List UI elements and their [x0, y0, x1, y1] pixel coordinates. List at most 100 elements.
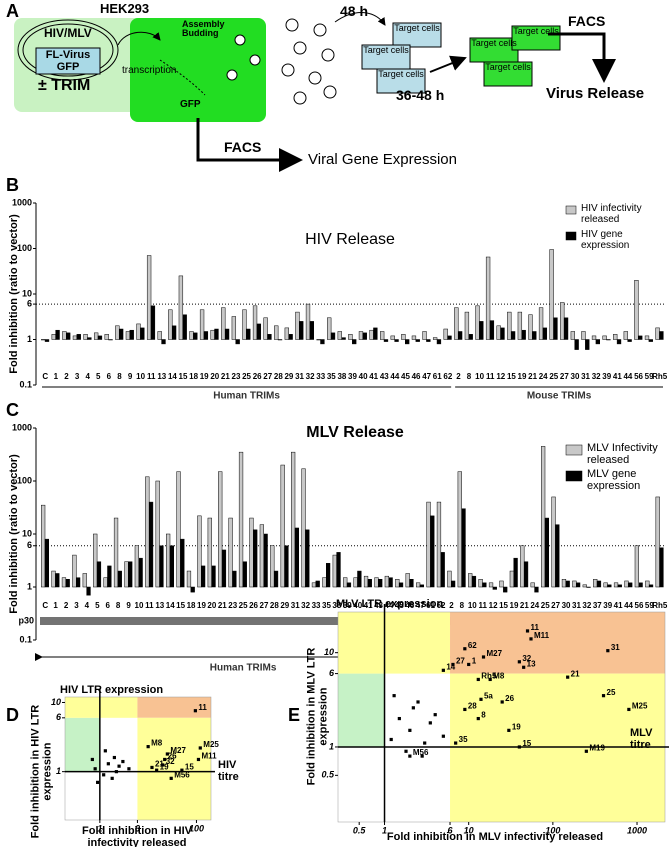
bar: [565, 580, 570, 588]
bar: [436, 501, 442, 588]
point: [601, 694, 606, 698]
plot-frame: [64, 696, 212, 821]
x-tick-label: 27: [263, 372, 272, 381]
point-label: M25: [203, 740, 219, 749]
bar: [655, 496, 660, 588]
bar: [595, 339, 600, 345]
arrow: [117, 31, 161, 46]
bar: [169, 545, 174, 588]
bar: [277, 339, 283, 341]
bar: [178, 275, 184, 340]
bar: [238, 451, 244, 588]
point: [476, 716, 480, 721]
point-label: 11: [531, 623, 540, 632]
bar: [454, 307, 459, 340]
bar: [44, 538, 49, 588]
point: [404, 749, 408, 753]
y-tick-label: 6: [56, 712, 62, 722]
point: [161, 763, 165, 767]
x-tick-label: 46: [412, 372, 421, 381]
bar: [362, 332, 367, 340]
bar: [51, 334, 56, 340]
x-tick-label: C: [42, 601, 48, 610]
x-tick-label: 41: [364, 601, 373, 610]
x-tick-label: 18: [187, 601, 196, 610]
bar: [369, 329, 374, 340]
x-tick-label: 3: [74, 601, 79, 610]
bar: [299, 321, 304, 340]
bar: [510, 331, 516, 340]
bar: [603, 582, 608, 588]
x-tick-label: 31: [581, 372, 590, 381]
virions: [226, 18, 337, 105]
y-tick-label: 1000: [12, 422, 32, 432]
bar: [140, 327, 145, 340]
point: [517, 660, 521, 664]
group-label: Human TRIMs: [213, 391, 280, 402]
x-tick-label: 1: [54, 372, 59, 381]
step-label: Assembly Budding: [182, 19, 225, 39]
point: [488, 677, 492, 682]
bar: [534, 586, 539, 593]
bar: [199, 309, 205, 340]
x-tick-label: 5: [96, 372, 101, 381]
x-tick-label: 62: [443, 372, 452, 381]
bar: [574, 339, 579, 350]
bar: [125, 331, 131, 340]
bar: [623, 331, 628, 340]
bar: [528, 314, 533, 340]
x-tick-label: 31: [291, 601, 300, 610]
bar: [157, 331, 162, 340]
bar: [256, 323, 262, 340]
x-tick-label: 8: [460, 601, 465, 610]
bar: [659, 547, 664, 588]
bar: [613, 582, 619, 588]
bar: [115, 325, 120, 340]
point: [150, 765, 154, 770]
bar: [358, 331, 364, 340]
point: [155, 768, 159, 772]
point: [529, 637, 533, 641]
x-tick-label: 8: [467, 372, 472, 381]
bar: [500, 327, 505, 340]
x-tick-label: 47: [422, 372, 431, 381]
point: [110, 776, 114, 780]
x-tick-label: 13: [155, 601, 164, 610]
bar: [443, 328, 448, 340]
point-label: M56: [174, 770, 190, 779]
x-tick-label: C: [42, 372, 48, 381]
x-tick-label: 4: [85, 601, 90, 610]
point: [146, 745, 150, 749]
point: [392, 694, 396, 698]
x-tick-label: 56: [635, 601, 644, 610]
bar: [644, 335, 650, 340]
bar: [648, 584, 654, 588]
y-tick-label: 100: [17, 475, 32, 485]
bar: [634, 545, 639, 588]
bar: [606, 339, 611, 341]
bar: [348, 334, 353, 340]
bar: [315, 580, 320, 588]
y-tick-label: 10: [51, 697, 61, 707]
bar: [274, 325, 279, 340]
bar: [148, 501, 154, 588]
x-tick-label: 9: [126, 601, 131, 610]
x-tick-label: 39: [343, 601, 352, 610]
point-label: M19: [589, 743, 605, 752]
legend-label: MLV gene expression: [587, 468, 641, 492]
point: [525, 629, 530, 633]
bar: [430, 515, 435, 588]
x-tick-label: 59: [645, 372, 654, 381]
bar: [563, 317, 569, 340]
point: [193, 709, 197, 713]
bar: [97, 335, 103, 340]
x-tick-label: 14: [166, 601, 175, 610]
point: [114, 770, 118, 774]
bar: [645, 580, 650, 588]
bar: [464, 311, 470, 340]
bar: [93, 332, 99, 340]
bar: [117, 570, 122, 588]
bar: [388, 577, 393, 588]
bar: [541, 446, 546, 588]
x-tick-label: 1: [382, 825, 387, 835]
